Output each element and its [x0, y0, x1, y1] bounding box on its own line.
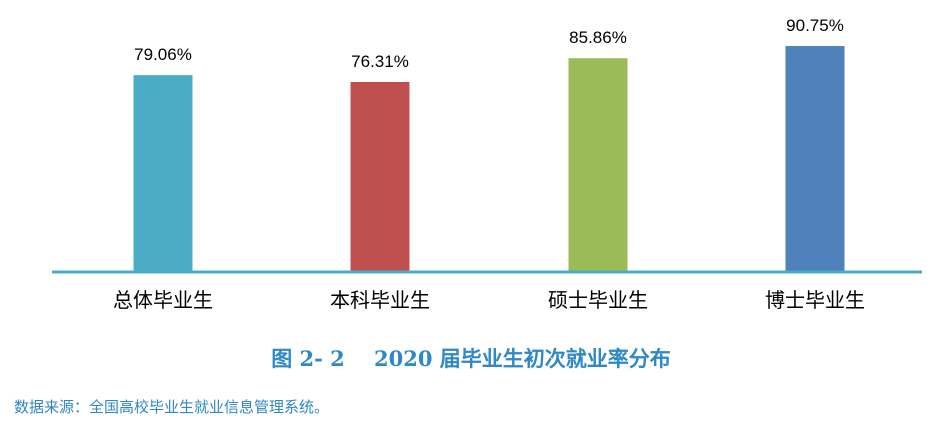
category-label-4: 博士毕业生	[765, 288, 865, 312]
category-label-1: 总体毕业生	[113, 288, 213, 312]
value-labels-layer: 79.06% 76.31% 85.86% 90.75%	[134, 16, 844, 71]
category-label-3: 硕士毕业生	[548, 288, 648, 312]
figure-caption: 图 2- 2 2020 届毕业生初次就业率分布	[271, 346, 671, 371]
value-label-4: 90.75%	[786, 16, 844, 35]
bars-layer	[133, 46, 845, 273]
category-label-2: 本科毕业生	[330, 288, 430, 312]
bar-1	[133, 75, 193, 273]
value-label-1: 79.06%	[134, 45, 192, 64]
category-labels-layer: 总体毕业生 本科毕业生 硕士毕业生 博士毕业生	[113, 288, 865, 312]
value-label-3: 85.86%	[569, 28, 627, 47]
data-source-note: 数据来源：全国高校毕业生就业信息管理系统。	[14, 398, 330, 416]
bar-4	[785, 46, 845, 272]
bar-3	[568, 58, 628, 272]
bar-chart: 79.06% 76.31% 85.86% 90.75% 总体毕业生 本科毕业生 硕士毕业生…	[52, 16, 922, 312]
bar-2	[350, 81, 410, 272]
value-label-2: 76.31%	[351, 52, 409, 71]
